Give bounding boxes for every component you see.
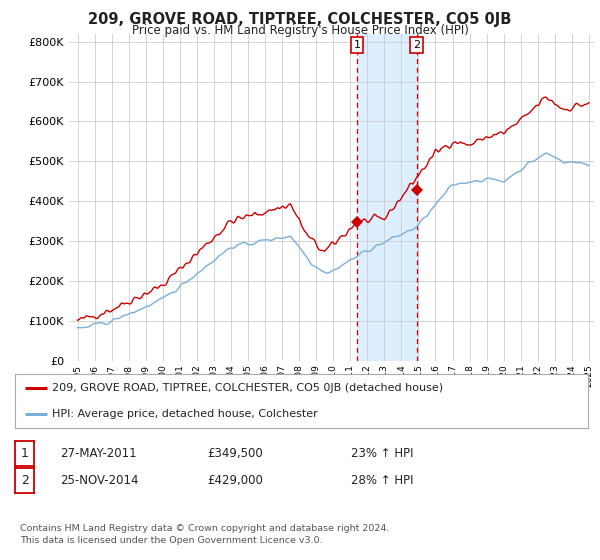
Text: HPI: Average price, detached house, Colchester: HPI: Average price, detached house, Colc… <box>52 409 318 418</box>
Text: 209, GROVE ROAD, TIPTREE, COLCHESTER, CO5 0JB: 209, GROVE ROAD, TIPTREE, COLCHESTER, CO… <box>88 12 512 27</box>
Text: £429,000: £429,000 <box>207 474 263 487</box>
Bar <box>357 34 417 361</box>
Text: 23% ↑ HPI: 23% ↑ HPI <box>351 447 413 460</box>
Text: 1: 1 <box>20 447 29 460</box>
Text: 2: 2 <box>20 474 29 487</box>
Text: 25-NOV-2014: 25-NOV-2014 <box>60 474 139 487</box>
Text: £349,500: £349,500 <box>207 447 263 460</box>
Text: 27-MAY-2011: 27-MAY-2011 <box>60 447 137 460</box>
Text: Contains HM Land Registry data © Crown copyright and database right 2024.
This d: Contains HM Land Registry data © Crown c… <box>20 524 389 545</box>
Text: 28% ↑ HPI: 28% ↑ HPI <box>351 474 413 487</box>
Text: 209, GROVE ROAD, TIPTREE, COLCHESTER, CO5 0JB (detached house): 209, GROVE ROAD, TIPTREE, COLCHESTER, CO… <box>52 384 443 393</box>
Text: 1: 1 <box>353 40 361 50</box>
Text: 2: 2 <box>413 40 420 50</box>
Text: Price paid vs. HM Land Registry's House Price Index (HPI): Price paid vs. HM Land Registry's House … <box>131 24 469 37</box>
